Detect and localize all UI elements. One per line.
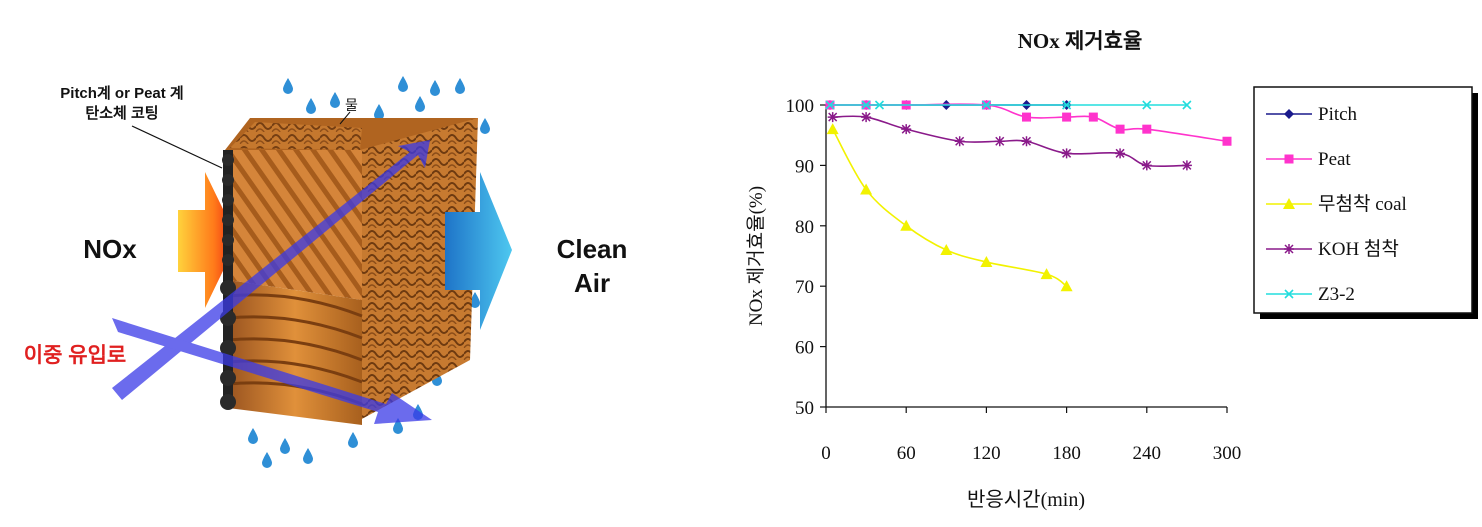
series-line [832, 115, 1187, 168]
data-point [1181, 160, 1192, 171]
x-tick-label: 120 [972, 443, 1001, 464]
data-point [954, 136, 965, 147]
y-axis-label: NOx 제거효율(%) [745, 186, 767, 326]
x-tick-label: 300 [1213, 443, 1242, 464]
coating-label-line2: 탄소체 코팅 [85, 104, 158, 122]
legend-marker [1284, 244, 1294, 254]
data-point [1022, 112, 1031, 122]
data-point [940, 243, 953, 255]
x-tick-label: 240 [1133, 443, 1162, 464]
data-point [994, 136, 1005, 147]
data-point [1115, 124, 1125, 134]
data-point [1088, 112, 1098, 122]
series-z3-2 [825, 100, 1192, 110]
data-point [1115, 148, 1126, 159]
x-axis-label: 반응시간(min) [967, 488, 1085, 511]
series-line [831, 128, 1068, 287]
data-point [1222, 136, 1232, 146]
water-label: 물 [345, 97, 358, 113]
data-point [1040, 268, 1053, 280]
series-layer [825, 100, 1232, 292]
data-point [826, 123, 839, 135]
legend-item: Z3-2 [1266, 284, 1355, 305]
legend-label: Peat [1318, 149, 1351, 170]
coating-label-line1: Pitch계 or Peat 계 [60, 85, 183, 102]
y-tick-label: 90 [795, 156, 814, 177]
legend-item: Peat [1266, 149, 1351, 170]
dual-inlet-label: 이중 유입로 [24, 344, 126, 367]
legend-item: 무첨착 coal [1266, 193, 1407, 215]
data-point [1060, 280, 1073, 292]
data-point [1142, 100, 1152, 110]
filter-illustration: Pitch계 or Peat 계 탄소체 코팅 물 NOx Clean Air … [24, 76, 628, 468]
legend-label: KOH 첨착 [1318, 238, 1399, 260]
data-point [1062, 112, 1072, 122]
data-point [861, 100, 871, 110]
data-point [1141, 160, 1152, 171]
data-point [981, 100, 991, 110]
legend-item: KOH 첨착 [1266, 238, 1399, 260]
legend-marker [1284, 289, 1294, 299]
data-point [1021, 136, 1032, 147]
y-tick-label: 60 [795, 338, 814, 359]
nox-removal-chart: NOx 제거효율 50 60 70 80 90 100 0 60 120 180 240 300 N… [745, 29, 1478, 511]
x-tick-label: 0 [821, 443, 831, 464]
outlet-label-line1: Clean [557, 234, 628, 264]
data-point [861, 112, 872, 123]
outlet-label-line2: Air [574, 268, 610, 298]
data-point [1061, 148, 1072, 159]
plot-axes [825, 105, 1227, 408]
y-axis-ticks: 50 60 70 80 90 100 [786, 96, 826, 419]
data-point [1182, 100, 1192, 110]
data-point [901, 124, 912, 135]
data-point [1062, 100, 1072, 110]
outlet-arrow [445, 172, 512, 330]
chart-title: NOx 제거효율 [1018, 29, 1143, 53]
y-tick-label: 70 [795, 277, 814, 298]
y-tick-label: 80 [795, 217, 814, 238]
legend: Pitch Peat 무첨착 coal KOH 첨착 Z3-2 [1253, 86, 1478, 319]
legend-label: Z3-2 [1318, 284, 1355, 305]
legend-label: Pitch [1318, 104, 1358, 125]
data-point [874, 100, 885, 110]
inlet-arrow [178, 172, 238, 308]
x-tick-label: 60 [897, 443, 916, 464]
water-pointer [339, 111, 351, 125]
inlet-label: NOx [83, 234, 137, 264]
data-point [860, 183, 873, 195]
flow-arrows [112, 140, 432, 424]
data-point [900, 219, 913, 231]
data-point [980, 256, 993, 268]
series-line [830, 103, 1228, 143]
series-coal [826, 123, 1073, 292]
data-point [1142, 124, 1152, 134]
legend-marker [1284, 109, 1294, 119]
legend-marker [1283, 198, 1295, 209]
data-point [825, 100, 835, 110]
series-koh [827, 112, 1192, 171]
coating-pointer [131, 125, 223, 169]
legend-item: Pitch [1266, 104, 1358, 125]
y-tick-label: 100 [786, 96, 815, 117]
x-tick-label: 180 [1052, 443, 1081, 464]
legend-marker [1284, 154, 1294, 164]
data-point [827, 112, 838, 123]
legend-label: 무첨착 coal [1318, 193, 1407, 215]
y-tick-label: 50 [795, 398, 814, 419]
x-axis-ticks: 0 60 120 180 240 300 [821, 407, 1241, 464]
